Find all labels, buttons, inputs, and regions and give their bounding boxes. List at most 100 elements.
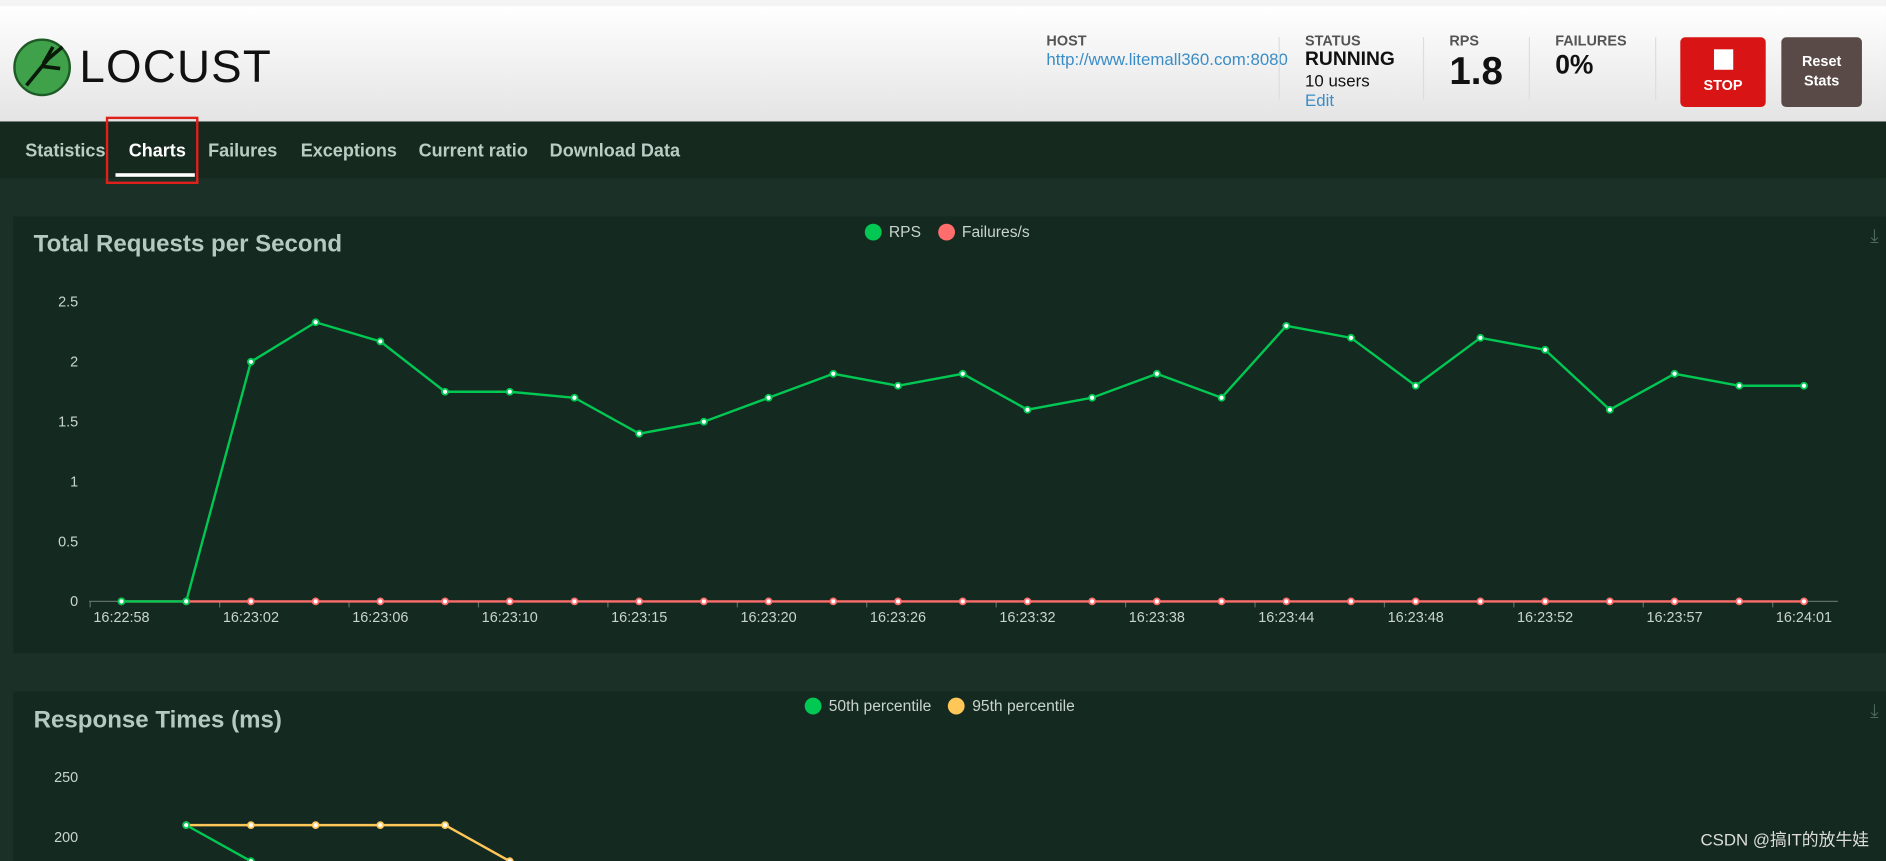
x-tick-label: 16:22:58 bbox=[93, 610, 149, 626]
data-point bbox=[1605, 597, 1614, 606]
data-point bbox=[1800, 381, 1808, 390]
legend-rps-dot[interactable] bbox=[864, 223, 882, 240]
tab-exceptions[interactable]: Exceptions bbox=[300, 140, 397, 162]
tab-charts[interactable]: Charts bbox=[128, 140, 186, 162]
tab-failures[interactable]: Failures bbox=[208, 140, 278, 162]
x-tick-label: 16:23:44 bbox=[1258, 610, 1314, 626]
legend-p95-dot[interactable] bbox=[948, 697, 965, 714]
data-point bbox=[246, 357, 255, 366]
rps-value: 1.8 bbox=[1449, 49, 1503, 93]
data-point bbox=[635, 597, 644, 606]
locust-logo: LOCUST bbox=[12, 37, 272, 97]
data-point bbox=[894, 381, 902, 390]
data-point bbox=[829, 369, 838, 378]
download-icon[interactable]: ⤓ bbox=[1870, 701, 1879, 722]
x-tick-label: 16:23:57 bbox=[1646, 610, 1702, 626]
data-point bbox=[1088, 597, 1097, 606]
rps-stat: RPS 1.8 bbox=[1449, 32, 1503, 93]
data-point bbox=[441, 597, 449, 606]
legend-failures[interactable]: Failures/s bbox=[961, 222, 1030, 241]
failures-label: FAILURES bbox=[1555, 32, 1627, 50]
tab-download-data[interactable]: Download Data bbox=[549, 140, 680, 162]
tab-statistics[interactable]: Statistics bbox=[25, 140, 106, 162]
data-point bbox=[1217, 393, 1226, 402]
reset-label: Reset Stats bbox=[1801, 52, 1842, 90]
x-tick-label: 16:23:15 bbox=[611, 610, 667, 626]
legend-failures-dot[interactable] bbox=[937, 223, 955, 240]
status-value: RUNNING bbox=[1305, 49, 1395, 70]
divider bbox=[1655, 37, 1657, 100]
x-tick-label: 16:23:26 bbox=[870, 610, 926, 626]
data-point bbox=[1476, 333, 1485, 342]
data-point bbox=[764, 597, 773, 606]
watermark: CSDN @搞IT的放牛娃 bbox=[1700, 829, 1870, 850]
chart-legend: RPS Failures/s bbox=[864, 222, 1030, 241]
data-point bbox=[1670, 597, 1679, 606]
legend-rps[interactable]: RPS bbox=[888, 222, 922, 241]
data-point bbox=[570, 597, 579, 606]
download-icon[interactable]: ⤓ bbox=[1870, 226, 1879, 247]
edit-link[interactable]: Edit bbox=[1305, 90, 1335, 110]
reset-stats-button[interactable]: Reset Stats bbox=[1781, 37, 1862, 108]
legend-p50-dot[interactable] bbox=[804, 697, 822, 714]
divider bbox=[1278, 37, 1280, 100]
host-stat: HOST http://www.litemall360.com:8080 bbox=[1046, 32, 1288, 69]
host-label: HOST bbox=[1046, 32, 1087, 50]
legend-p50[interactable]: 50th percentile bbox=[828, 696, 932, 715]
y-tick-label: 0.5 bbox=[58, 534, 78, 550]
data-point bbox=[376, 597, 385, 606]
active-tab-indicator bbox=[115, 173, 195, 177]
data-point bbox=[1735, 381, 1744, 390]
data-point bbox=[117, 597, 126, 606]
data-point bbox=[1217, 597, 1226, 606]
data-point bbox=[1476, 597, 1485, 606]
data-point bbox=[1023, 597, 1032, 606]
y-tick-label: 1.5 bbox=[58, 415, 78, 431]
data-point bbox=[311, 597, 320, 606]
y-tick-label: 0 bbox=[70, 594, 78, 610]
stop-button[interactable]: STOP bbox=[1680, 37, 1766, 108]
data-point bbox=[182, 597, 191, 606]
data-point bbox=[958, 597, 967, 606]
data-point bbox=[505, 387, 514, 396]
user-count: 10 users bbox=[1305, 70, 1370, 91]
data-point bbox=[1670, 369, 1679, 378]
divider bbox=[1422, 37, 1425, 100]
data-point bbox=[1347, 333, 1355, 342]
data-point bbox=[1152, 369, 1161, 378]
data-point bbox=[570, 393, 579, 402]
highlight-box bbox=[105, 116, 199, 185]
stop-label: STOP bbox=[1703, 76, 1743, 94]
host-link[interactable]: http://www.litemall360.com:8080 bbox=[1046, 49, 1288, 69]
data-point bbox=[246, 597, 255, 606]
stop-icon bbox=[1713, 49, 1733, 70]
x-tick-label: 16:23:52 bbox=[1517, 610, 1573, 626]
data-point bbox=[958, 369, 967, 378]
data-point bbox=[829, 597, 838, 606]
data-point bbox=[1023, 405, 1032, 414]
data-point bbox=[699, 597, 708, 606]
data-point bbox=[1541, 345, 1550, 354]
divider bbox=[1528, 37, 1530, 100]
data-point bbox=[1282, 321, 1291, 330]
y-tick-label: 2.5 bbox=[58, 295, 78, 311]
response-times-chart-panel: Response Times (ms) 50th percentile 95th… bbox=[13, 691, 1886, 861]
data-point bbox=[764, 393, 773, 402]
x-tick-label: 16:23:20 bbox=[741, 610, 797, 626]
series-line bbox=[121, 320, 1804, 603]
data-point bbox=[1282, 597, 1291, 606]
status-label: STATUS bbox=[1305, 32, 1361, 50]
x-tick-label: 16:23:10 bbox=[482, 610, 538, 626]
data-point bbox=[1347, 597, 1355, 606]
x-tick-label: 16:23:02 bbox=[223, 610, 279, 626]
x-tick-label: 16:23:32 bbox=[999, 610, 1055, 626]
legend-p95[interactable]: 95th percentile bbox=[972, 696, 1075, 715]
chart-title: Response Times (ms) bbox=[33, 707, 282, 734]
data-point bbox=[1411, 381, 1420, 390]
x-tick-label: 16:24:01 bbox=[1776, 610, 1832, 626]
tab-current-ratio[interactable]: Current ratio bbox=[418, 140, 528, 162]
y-tick-label: 2 bbox=[70, 355, 78, 371]
status-stat: STATUS RUNNING 10 users Edit bbox=[1305, 32, 1395, 111]
data-point bbox=[1800, 597, 1808, 606]
